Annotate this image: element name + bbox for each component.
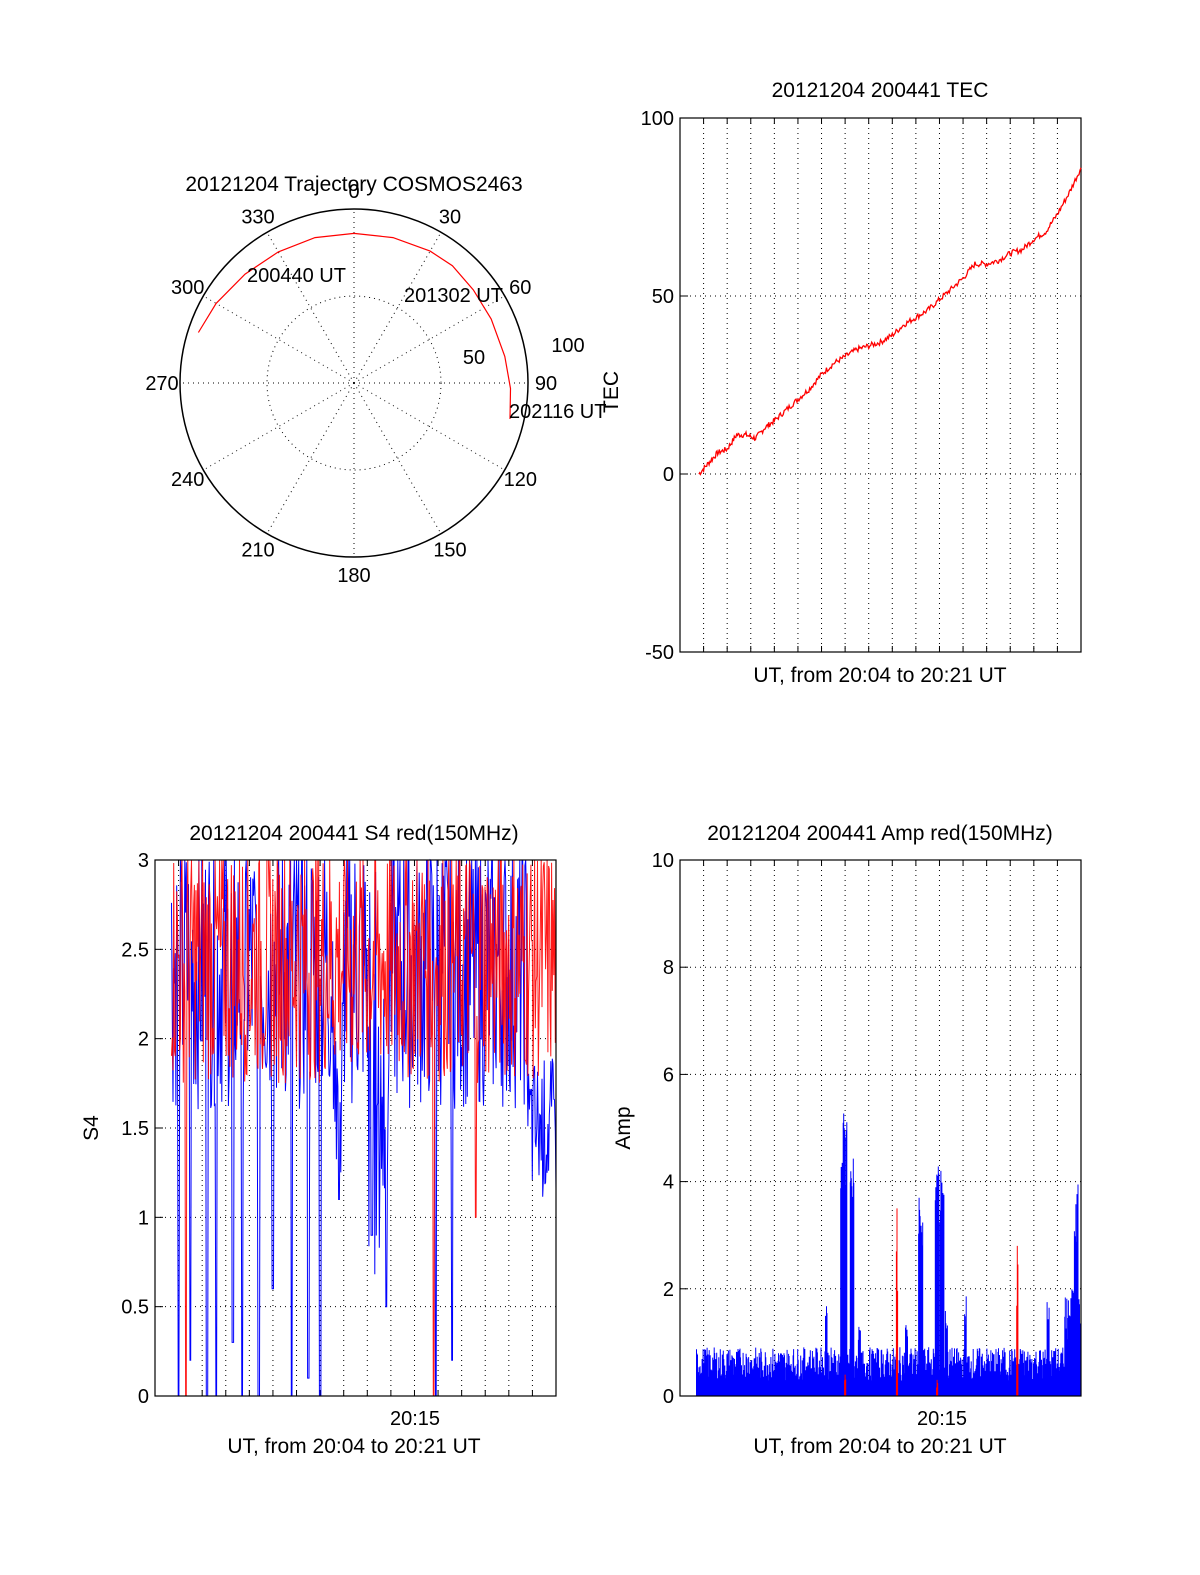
s4-y-tick-label: 1: [138, 1207, 149, 1229]
polar-azimuth-label: 90: [535, 373, 557, 395]
polar-azimuth-label: 120: [504, 469, 537, 491]
s4-x-tick-label: 20:15: [390, 1408, 440, 1430]
polar-grid-spoke: [203, 295, 355, 384]
polar-azimuth-label: 30: [439, 207, 461, 229]
amp-y-tick-label: 2: [663, 1279, 674, 1301]
amp-y-tick-label: 10: [652, 850, 674, 872]
tec-y-tick-label: 100: [641, 108, 674, 130]
polar-grid-spoke: [266, 382, 355, 534]
polar-azimuth-label: 0: [348, 181, 359, 203]
amp-y-tick-label: 6: [663, 1064, 674, 1086]
amp-plot-frame: [679, 859, 1082, 1397]
tec-plot-frame: [679, 117, 1082, 653]
tec-grid: [680, 117, 1081, 653]
s4-y-tick-label: 0.5: [121, 1297, 149, 1319]
tec-title: 20121204 200441 TEC: [772, 79, 989, 102]
tec-y-tick-label: -50: [645, 642, 674, 664]
s4-y-tick-label: 3: [138, 850, 149, 872]
tec-y-tick-label: 50: [652, 286, 674, 308]
polar-azimuth-label: 150: [433, 539, 466, 561]
amp-x-tick-label: 20:15: [917, 1408, 967, 1430]
polar-azimuth-label: 60: [509, 277, 531, 299]
amp-grid: [680, 859, 1081, 1397]
polar-title: 20121204 Trajectory COSMOS2463: [185, 173, 522, 196]
s4-y-tick-label: 2.5: [121, 939, 149, 961]
polar-azimuth-labels: 0 30 60 90 120 150 180 210 240 270 300 330: [145, 181, 557, 587]
s4-y-tick-label: 0: [138, 1386, 149, 1408]
tec-y-tick-labels: -50 0 50 100: [641, 108, 674, 664]
s4-red-series: [171, 859, 557, 1397]
polar-annotation-mid: 201302 UT: [404, 285, 503, 307]
polar-trajectory-chart: 20121204 Trajectory COSMOS2463 0 30 60 90 12…: [145, 173, 606, 587]
tec-chart: 20121204 200441 TEC -50 0 50 100 UT, from 2…: [600, 79, 1082, 687]
polar-radial-label-100: 100: [551, 335, 584, 357]
tec-x-axis-label: UT, from 20:04 to 20:21 UT: [753, 664, 1006, 687]
s4-y-tick-labels: 0 0.5 1 1.5 2 2.5 3: [121, 850, 149, 1408]
polar-grid-spoke: [203, 382, 355, 471]
amp-blue-series: [696, 1113, 1082, 1396]
polar-azimuth-label: 210: [241, 539, 274, 561]
amp-y-tick-label: 4: [663, 1172, 674, 1194]
amp-chart: 20121204 200441 Amp red(150MHz) 0246810 …: [612, 822, 1082, 1458]
polar-grid-spoke: [353, 382, 505, 471]
polar-annotation-end: 202116 UT: [509, 401, 606, 423]
amp-x-axis-label: UT, from 20:04 to 20:21 UT: [753, 1435, 1006, 1458]
polar-grid-spoke: [353, 295, 505, 384]
polar-azimuth-label: 180: [337, 565, 370, 587]
amp-y-axis-label: Amp: [612, 1106, 635, 1149]
tec-y-axis-label: TEC: [600, 371, 623, 413]
s4-y-tick-label: 1.5: [121, 1118, 149, 1140]
s4-chart: 20121204 200441 S4 red(150MHz) 0 0.5 1 1.5 2…: [80, 822, 557, 1458]
polar-grid: [180, 209, 528, 557]
polar-outer-circle: [179, 208, 529, 558]
polar-azimuth-label: 240: [171, 469, 204, 491]
s4-title: 20121204 200441 S4 red(150MHz): [189, 822, 518, 845]
tec-y-tick-label: 0: [663, 464, 674, 486]
s4-x-axis-label: UT, from 20:04 to 20:21 UT: [227, 1435, 480, 1458]
amp-title: 20121204 200441 Amp red(150MHz): [707, 822, 1053, 845]
s4-y-axis-label: S4: [80, 1115, 103, 1141]
amp-red-series: [844, 1208, 1019, 1396]
amp-y-tick-labels: 0 2 4 6 8 10: [652, 850, 674, 1408]
polar-azimuth-label: 330: [241, 207, 274, 229]
polar-grid-spoke: [266, 232, 355, 384]
s4-y-tick-label: 2: [138, 1029, 149, 1051]
polar-azimuth-label: 270: [145, 373, 178, 395]
amp-y-tick-label: 8: [663, 957, 674, 979]
s4-plot-frame: [154, 859, 557, 1397]
polar-grid-spoke: [353, 232, 442, 384]
polar-annotation-start: 200440 UT: [247, 265, 346, 287]
polar-trajectory-track: [197, 232, 512, 420]
tec-series-line: [698, 167, 1082, 476]
polar-azimuth-label: 300: [171, 277, 204, 299]
polar-radial-label-50: 50: [463, 347, 485, 369]
amp-y-tick-label: 0: [663, 1386, 674, 1408]
polar-grid-spoke: [353, 382, 442, 534]
polar-grid-circle: [266, 295, 442, 471]
